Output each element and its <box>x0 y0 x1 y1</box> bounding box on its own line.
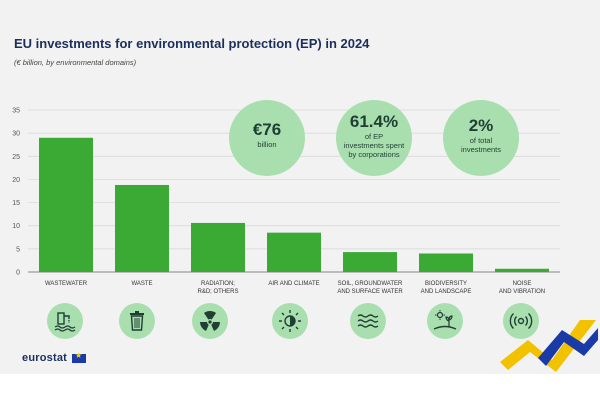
bar <box>191 222 245 272</box>
radiation-icon <box>192 303 228 339</box>
bar <box>39 137 93 272</box>
y-tick-label: 5 <box>16 246 20 253</box>
y-tick-label: 10 <box>12 223 20 230</box>
y-tick-label: 35 <box>12 108 20 115</box>
stat-corporations-share: 61.4% of EP investments spent by corpora… <box>336 100 412 176</box>
stat-total-value: €76 <box>252 120 282 139</box>
stat-total-unit: billion <box>257 140 277 149</box>
wastewater-icon <box>47 303 83 339</box>
x-category-label: AND SURFACE WATER <box>337 289 403 295</box>
eu-flag-icon <box>72 351 86 363</box>
stat-corporations-value: 61.4% <box>349 112 399 131</box>
y-tick-label: 25 <box>12 154 20 161</box>
stat-share-value: 2% <box>468 116 494 135</box>
x-category-label: NOISE <box>513 281 532 287</box>
decorative-chevrons <box>500 320 598 372</box>
x-category-label: SOIL, GROUNDWATER <box>338 281 403 287</box>
bar <box>343 252 397 272</box>
noise-icon <box>503 303 539 339</box>
chart-title: EU investments for environmental protect… <box>14 36 370 51</box>
bar <box>267 232 321 272</box>
x-category-label: R&D; OTHERS <box>197 289 238 295</box>
air-climate-icon <box>272 303 308 339</box>
y-tick-label: 15 <box>12 200 20 207</box>
bar <box>495 268 549 272</box>
x-category-label: WASTEWATER <box>45 281 88 287</box>
water-waves-icon <box>350 303 386 339</box>
x-category-label: BIODIVERSITY <box>425 281 467 287</box>
bottom-bar <box>0 374 600 400</box>
stat-share-line-2: investments <box>460 145 502 154</box>
stat-total-share: 2% of total investments <box>443 100 519 176</box>
chart-subtitle: (€ billion, by environmental domains) <box>14 58 137 67</box>
stat-share-line-1: of total <box>469 136 493 145</box>
x-category-label: AND LANDSCAPE <box>421 289 472 295</box>
bar <box>419 253 473 272</box>
biodiversity-icon <box>427 303 463 339</box>
eurostat-logo: eurostat <box>22 352 67 364</box>
y-tick-label: 30 <box>12 131 20 138</box>
x-category-label: AIR AND CLIMATE <box>268 281 319 287</box>
stat-total-investment: €76 billion <box>229 100 305 176</box>
stat-corporations-line-2: investments spent <box>343 141 405 150</box>
y-tick-label: 20 <box>12 177 20 184</box>
stat-corporations-line-1: of EP <box>364 132 384 141</box>
y-tick-label: 0 <box>16 270 20 277</box>
x-category-label: WASTE <box>131 281 152 287</box>
x-category-label: AND VIBRATION <box>499 289 545 295</box>
stat-corporations-line-3: by corporations <box>348 150 400 159</box>
waste-bin-icon <box>119 303 155 339</box>
x-category-label: RADIATION; <box>201 281 235 287</box>
bar <box>115 184 169 272</box>
